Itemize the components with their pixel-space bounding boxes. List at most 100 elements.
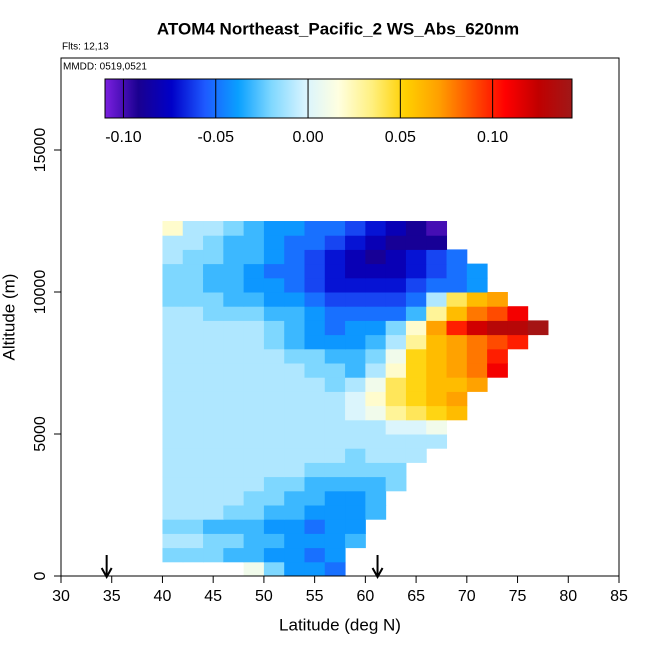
heat-cell bbox=[182, 434, 204, 449]
heat-cell bbox=[466, 320, 488, 336]
heat-cell bbox=[324, 377, 346, 392]
heat-cell bbox=[182, 490, 204, 506]
heat-cell bbox=[507, 306, 529, 321]
heat-cell bbox=[385, 476, 407, 492]
heat-cell bbox=[284, 419, 305, 435]
heat-cell bbox=[365, 419, 387, 435]
heat-cell bbox=[203, 249, 224, 265]
heat-cell bbox=[405, 249, 427, 265]
heat-cell bbox=[385, 263, 407, 279]
heat-cell bbox=[284, 547, 305, 563]
colorbar-tick-label: 0.10 bbox=[477, 129, 508, 146]
heat-cell bbox=[243, 320, 265, 336]
heat-cell bbox=[263, 363, 285, 378]
heat-cell bbox=[223, 249, 245, 265]
heat-cell bbox=[426, 306, 448, 321]
heat-cell bbox=[284, 363, 305, 378]
heat-cell bbox=[304, 334, 326, 350]
heat-cell bbox=[385, 462, 407, 478]
heat-cell bbox=[345, 306, 366, 321]
heat-cell bbox=[324, 547, 346, 563]
heat-cell bbox=[223, 306, 245, 321]
x-tick-label: 60 bbox=[356, 588, 374, 605]
heat-cell bbox=[345, 348, 366, 364]
heat-cell bbox=[284, 533, 305, 549]
heat-cell bbox=[203, 434, 224, 449]
heat-cell bbox=[345, 533, 366, 549]
x-tick-label: 75 bbox=[509, 588, 527, 605]
heat-cell bbox=[324, 533, 346, 549]
heat-cell bbox=[426, 334, 448, 350]
heat-cell bbox=[385, 419, 407, 435]
heat-cell bbox=[263, 505, 285, 520]
heat-cell bbox=[507, 334, 529, 350]
heat-cell bbox=[243, 419, 265, 435]
heat-cell bbox=[263, 320, 285, 336]
heat-cell bbox=[324, 277, 346, 293]
heat-cell bbox=[284, 249, 305, 265]
heat-cell bbox=[446, 391, 468, 407]
heat-cell bbox=[284, 334, 305, 350]
heat-cell bbox=[324, 249, 346, 265]
heat-cell bbox=[182, 462, 204, 478]
x-tick-label: 30 bbox=[52, 588, 70, 605]
heat-cell bbox=[365, 405, 387, 421]
heat-cell bbox=[223, 547, 245, 563]
x-tick-label: 80 bbox=[559, 588, 577, 605]
heat-cell bbox=[223, 490, 245, 506]
heat-cell bbox=[182, 320, 204, 336]
heat-cell bbox=[203, 320, 224, 336]
heat-cell bbox=[426, 277, 448, 293]
heat-cell bbox=[203, 448, 224, 463]
heat-cell bbox=[345, 448, 366, 463]
heat-cell bbox=[263, 348, 285, 364]
heat-cell bbox=[466, 263, 488, 279]
heat-cell bbox=[324, 348, 346, 364]
heat-cell bbox=[385, 348, 407, 364]
heat-cell bbox=[223, 348, 245, 364]
x-tick-label: 35 bbox=[103, 588, 121, 605]
heat-cell bbox=[243, 348, 265, 364]
heat-cell bbox=[223, 505, 245, 520]
heat-cell bbox=[162, 490, 184, 506]
heat-cell bbox=[365, 505, 387, 520]
heat-cell bbox=[324, 263, 346, 279]
x-tick-label: 85 bbox=[610, 588, 628, 605]
heat-cell bbox=[426, 348, 448, 364]
heat-cell bbox=[365, 391, 387, 407]
heat-cell bbox=[162, 405, 184, 421]
heat-cell bbox=[345, 434, 366, 449]
heat-cell bbox=[284, 277, 305, 293]
heat-cell bbox=[162, 505, 184, 520]
heat-cell bbox=[405, 419, 427, 435]
colorbar-tick-label: 0.00 bbox=[292, 129, 323, 146]
heat-cell bbox=[263, 419, 285, 435]
heat-cell bbox=[426, 221, 448, 236]
heat-cell bbox=[446, 292, 468, 307]
heat-cell bbox=[304, 277, 326, 293]
heat-cell bbox=[263, 235, 285, 250]
heat-cell bbox=[426, 391, 448, 407]
heat-cell bbox=[284, 561, 305, 577]
heat-cell bbox=[405, 363, 427, 378]
heat-cell bbox=[203, 419, 224, 435]
heat-cell bbox=[345, 476, 366, 492]
heat-cell bbox=[324, 391, 346, 407]
heat-cell bbox=[405, 448, 427, 463]
heat-cell bbox=[345, 334, 366, 350]
heat-cell bbox=[466, 363, 488, 378]
heat-cell bbox=[182, 363, 204, 378]
heat-cell bbox=[527, 320, 549, 336]
heat-cell bbox=[345, 320, 366, 336]
heat-cell bbox=[365, 434, 387, 449]
heat-cell bbox=[304, 434, 326, 449]
heat-cell bbox=[284, 434, 305, 449]
chart-title: ATOM4 Northeast_Pacific_2 WS_Abs_620nm bbox=[157, 19, 519, 38]
heat-cell bbox=[487, 292, 508, 307]
subtitle: Flts: 12,13 bbox=[62, 42, 109, 53]
heat-cell bbox=[243, 533, 265, 549]
plot-frame bbox=[60, 57, 620, 577]
heat-cell bbox=[203, 490, 224, 506]
heat-cell bbox=[426, 434, 448, 449]
y-tick-label: 10000 bbox=[32, 270, 49, 315]
